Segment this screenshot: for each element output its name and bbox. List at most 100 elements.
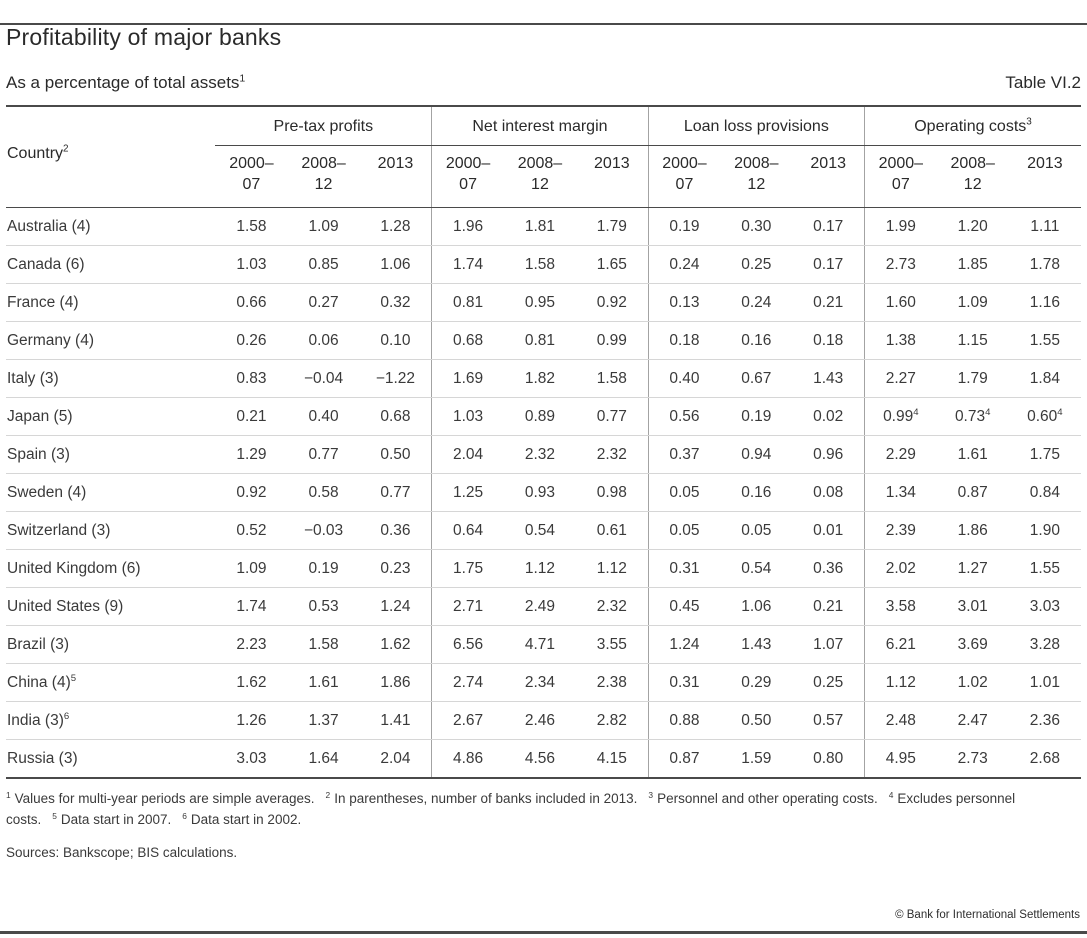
- value-cell: 3.55: [576, 625, 649, 664]
- value-cell: 0.24: [647, 245, 721, 284]
- value-cell: 0.67: [720, 359, 793, 398]
- value-cell: 1.84: [1008, 359, 1081, 398]
- value-cell: −0.03: [287, 511, 360, 550]
- value-cell: 0.06: [287, 321, 360, 360]
- table-row: Canada (6) 1.03 0.85 1.06 1.74 1.58 1.65 0.24 0.…: [6, 245, 1081, 284]
- value-cell: 0.81: [431, 283, 504, 322]
- group-header-row: Country2 Pre-tax profits Net interest marg…: [6, 106, 1081, 208]
- group-header: Pre-tax profits: [215, 106, 432, 146]
- value-cell: 2.02: [864, 549, 937, 588]
- country-cell: Australia (4): [6, 207, 216, 246]
- table-row: Italy (3) 0.83 −0.04 −1.22 1.69 1.82 1.58 0.40 0…: [6, 359, 1081, 398]
- value-cell: 1.64: [308, 750, 339, 767]
- table-row: Spain (3) 1.29 0.77 0.50 2.04 2.32 2.32 0.37 0.9…: [6, 435, 1081, 474]
- value-cell: 4.56: [524, 750, 556, 767]
- value-cell: 2.73: [957, 750, 988, 767]
- value-cell: 1.75: [1008, 435, 1081, 474]
- value-cell: 3.03: [236, 750, 267, 767]
- footnote-item: 1 Values for multi-year periods are simpl…: [6, 789, 315, 806]
- value-cell: 1.60: [864, 283, 937, 322]
- value-cell: 0.92: [576, 283, 649, 322]
- copyright-notice: © Bank for International Settlements: [895, 909, 1080, 921]
- value-cell: 0.50: [359, 435, 432, 474]
- value-cell: 0.21: [792, 587, 865, 626]
- value-cell: 1.86: [359, 663, 432, 702]
- page-content: Profitability of major banks As a percen…: [0, 23, 1087, 861]
- value-cell: 0.37: [647, 435, 721, 474]
- value-cell: 1.09: [215, 549, 288, 588]
- value-cell: 0.23: [359, 549, 432, 588]
- value-cell: 1.96: [431, 207, 504, 246]
- value-cell: 2.34: [503, 663, 577, 702]
- period-header: 2000– 07: [647, 145, 721, 208]
- footnote-item: 6 Data start in 2002.: [182, 810, 302, 827]
- value-cell: 1.16: [1008, 283, 1081, 322]
- value-cell: 0.16: [720, 473, 793, 512]
- value-cell: 0.95: [503, 283, 577, 322]
- value-cell: 0.77: [576, 397, 649, 436]
- value-cell: 0.84: [1008, 473, 1081, 512]
- footnotes: 1 Values for multi-year periods are simpl…: [6, 788, 1081, 830]
- value-cell: 0.87: [647, 739, 721, 778]
- country-cell: Russia (3): [7, 750, 78, 767]
- table-row: India (3)6 1.26 1.37 1.41 2.67 2.46 2.82 0.88 0.…: [6, 701, 1081, 740]
- value-cell: 1.62: [359, 625, 432, 664]
- value-cell: 1.58: [576, 359, 649, 398]
- value-cell: 2.32: [503, 435, 577, 474]
- country-cell: France (4): [6, 283, 216, 322]
- country-cell: Brazil (3): [6, 625, 216, 664]
- value-cell: 2.29: [864, 435, 937, 474]
- value-cell: 2.04: [431, 435, 504, 474]
- page-title: Profitability of major banks: [6, 24, 282, 50]
- value-cell: 0.05: [720, 511, 793, 550]
- value-cell: 0.604: [1008, 397, 1081, 436]
- value-cell: 0.54: [503, 511, 577, 550]
- value-cell: 1.65: [576, 245, 649, 284]
- value-cell: 1.58: [215, 207, 288, 246]
- value-cell: 0.53: [287, 587, 360, 626]
- group-header: Loan loss provisions: [647, 106, 865, 146]
- footnote-item: 3 Personnel and other operating costs.: [648, 789, 878, 806]
- value-cell: 1.81: [503, 207, 577, 246]
- page-top-border: [0, 23, 1087, 25]
- value-cell: 0.29: [720, 663, 793, 702]
- value-cell: 0.68: [431, 321, 504, 360]
- value-cell: 0.85: [287, 245, 360, 284]
- footnote-item: 2 In parentheses, number of banks include…: [325, 789, 638, 806]
- value-cell: 3.03: [1008, 587, 1081, 626]
- value-cell: 1.41: [359, 701, 432, 740]
- value-cell: 2.68: [1029, 750, 1060, 767]
- value-cell: 0.81: [503, 321, 577, 360]
- value-cell: 2.32: [576, 435, 649, 474]
- table-row: Brazil (3) 2.23 1.58 1.62 6.56 4.71 3.55 1.24 1.…: [6, 625, 1081, 664]
- value-cell: 1.03: [431, 397, 504, 436]
- value-cell: 1.34: [864, 473, 937, 512]
- value-cell: 0.19: [647, 207, 721, 246]
- value-cell: 2.27: [864, 359, 937, 398]
- value-cell: 2.67: [431, 701, 504, 740]
- value-cell: 1.90: [1008, 511, 1081, 550]
- value-cell: 1.24: [647, 625, 721, 664]
- country-cell: China (4)5: [6, 663, 216, 702]
- period-header: 2000– 07: [864, 145, 937, 208]
- value-cell: 1.61: [287, 663, 360, 702]
- value-cell: 1.62: [215, 663, 288, 702]
- group-header: Net interest margin: [431, 106, 649, 146]
- value-cell: 1.55: [1008, 321, 1081, 360]
- value-cell: 0.16: [720, 321, 793, 360]
- value-cell: 1.43: [792, 359, 865, 398]
- table-row: United Kingdom (6) 1.09 0.19 0.23 1.75 1.12 1.…: [6, 549, 1081, 588]
- country-cell: Sweden (4): [6, 473, 216, 512]
- value-cell: 2.73: [864, 245, 937, 284]
- value-cell: 0.05: [647, 511, 721, 550]
- value-cell: 0.68: [359, 397, 432, 436]
- value-cell: 1.28: [359, 207, 432, 246]
- group-header: Operating costs3: [864, 106, 1081, 146]
- value-cell: 1.86: [936, 511, 1009, 550]
- country-cell: Spain (3): [6, 435, 216, 474]
- table-row: China (4)5 1.62 1.61 1.86 2.74 2.34 2.38 0.31 0.…: [6, 663, 1081, 702]
- value-cell: 4.95: [864, 739, 937, 778]
- value-cell: 0.57: [792, 701, 865, 740]
- value-cell: 0.31: [647, 663, 721, 702]
- value-cell: 0.61: [576, 511, 649, 550]
